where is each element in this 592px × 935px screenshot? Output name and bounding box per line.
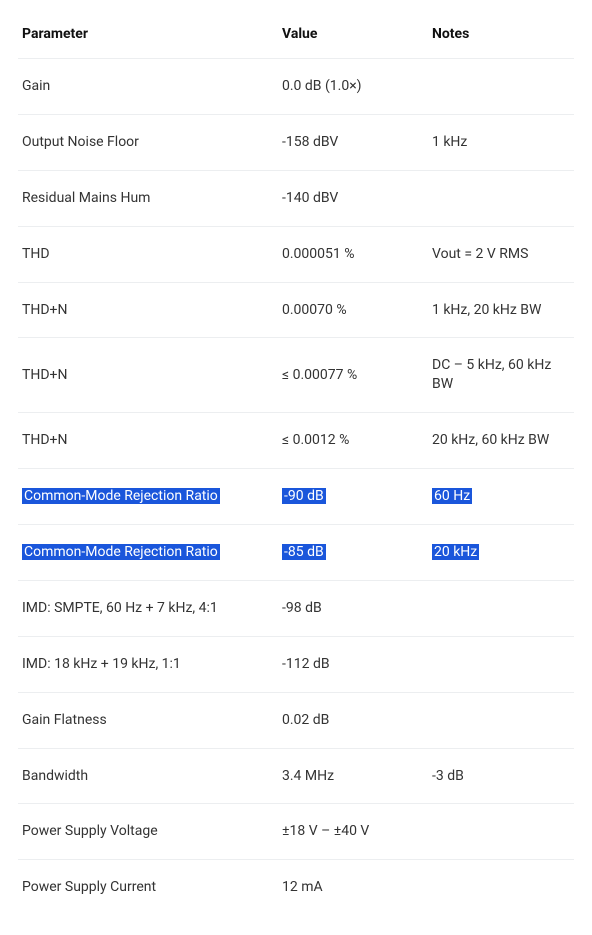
cell-parameter: Power Supply Voltage xyxy=(18,804,278,860)
header-notes: Notes xyxy=(428,20,574,59)
table-row: IMD: 18 kHz + 19 kHz, 1:1-112 dB xyxy=(18,636,574,692)
cell-value: -90 dB xyxy=(278,469,428,525)
cell-notes xyxy=(428,636,574,692)
cell-parameter: THD+N xyxy=(18,338,278,413)
cell-parameter: Residual Mains Hum xyxy=(18,170,278,226)
cell-parameter: THD xyxy=(18,226,278,282)
header-value: Value xyxy=(278,20,428,59)
header-parameter: Parameter xyxy=(18,20,278,59)
cell-value: -158 dBV xyxy=(278,114,428,170)
cell-parameter: IMD: 18 kHz + 19 kHz, 1:1 xyxy=(18,636,278,692)
cell-parameter: Common-Mode Rejection Ratio xyxy=(18,525,278,581)
cell-notes: Vout = 2 V RMS xyxy=(428,226,574,282)
cell-notes xyxy=(428,860,574,915)
spec-table-page: Parameter Value Notes Gain0.0 dB (1.0×)O… xyxy=(0,0,592,935)
cell-parameter: THD+N xyxy=(18,413,278,469)
table-row: Gain0.0 dB (1.0×) xyxy=(18,59,574,115)
cell-value: 12 mA xyxy=(278,860,428,915)
table-row: Output Noise Floor-158 dBV1 kHz xyxy=(18,114,574,170)
cell-parameter: Gain xyxy=(18,59,278,115)
cell-parameter: THD+N xyxy=(18,282,278,338)
cell-value: ≤ 0.00077 % xyxy=(278,338,428,413)
cell-value: ±18 V – ±40 V xyxy=(278,804,428,860)
table-row: Power Supply Voltage±18 V – ±40 V xyxy=(18,804,574,860)
cell-value: 0.02 dB xyxy=(278,692,428,748)
cell-notes xyxy=(428,580,574,636)
cell-value: -98 dB xyxy=(278,580,428,636)
table-row: THD+N≤ 0.00077 %DC – 5 kHz, 60 kHz BW xyxy=(18,338,574,413)
cell-notes: 60 Hz xyxy=(428,469,574,525)
cell-notes: 1 kHz, 20 kHz BW xyxy=(428,282,574,338)
spec-table: Parameter Value Notes Gain0.0 dB (1.0×)O… xyxy=(18,20,574,915)
cell-value: 0.00070 % xyxy=(278,282,428,338)
cell-value: 3.4 MHz xyxy=(278,748,428,804)
cell-parameter: Gain Flatness xyxy=(18,692,278,748)
cell-notes: -3 dB xyxy=(428,748,574,804)
cell-value: -112 dB xyxy=(278,636,428,692)
cell-notes xyxy=(428,59,574,115)
cell-notes: DC – 5 kHz, 60 kHz BW xyxy=(428,338,574,413)
cell-value: 0.000051 % xyxy=(278,226,428,282)
table-row: Gain Flatness0.02 dB xyxy=(18,692,574,748)
spec-table-body: Gain0.0 dB (1.0×)Output Noise Floor-158 … xyxy=(18,59,574,916)
cell-parameter: Common-Mode Rejection Ratio xyxy=(18,469,278,525)
cell-value: 0.0 dB (1.0×) xyxy=(278,59,428,115)
cell-value: ≤ 0.0012 % xyxy=(278,413,428,469)
cell-value: -85 dB xyxy=(278,525,428,581)
cell-parameter: Power Supply Current xyxy=(18,860,278,915)
cell-notes: 20 kHz xyxy=(428,525,574,581)
cell-value: -140 dBV xyxy=(278,170,428,226)
table-row: Residual Mains Hum-140 dBV xyxy=(18,170,574,226)
cell-notes: 1 kHz xyxy=(428,114,574,170)
table-row: THD0.000051 %Vout = 2 V RMS xyxy=(18,226,574,282)
table-row: Power Supply Current12 mA xyxy=(18,860,574,915)
cell-parameter: IMD: SMPTE, 60 Hz + 7 kHz, 4:1 xyxy=(18,580,278,636)
table-row: IMD: SMPTE, 60 Hz + 7 kHz, 4:1-98 dB xyxy=(18,580,574,636)
header-row: Parameter Value Notes xyxy=(18,20,574,59)
table-row: THD+N≤ 0.0012 %20 kHz, 60 kHz BW xyxy=(18,413,574,469)
cell-notes xyxy=(428,692,574,748)
table-row: Bandwidth3.4 MHz-3 dB xyxy=(18,748,574,804)
cell-parameter: Bandwidth xyxy=(18,748,278,804)
cell-notes xyxy=(428,804,574,860)
table-row: Common-Mode Rejection Ratio-85 dB20 kHz xyxy=(18,525,574,581)
table-row: THD+N0.00070 %1 kHz, 20 kHz BW xyxy=(18,282,574,338)
cell-parameter: Output Noise Floor xyxy=(18,114,278,170)
cell-notes xyxy=(428,170,574,226)
table-row: Common-Mode Rejection Ratio-90 dB60 Hz xyxy=(18,469,574,525)
cell-notes: 20 kHz, 60 kHz BW xyxy=(428,413,574,469)
